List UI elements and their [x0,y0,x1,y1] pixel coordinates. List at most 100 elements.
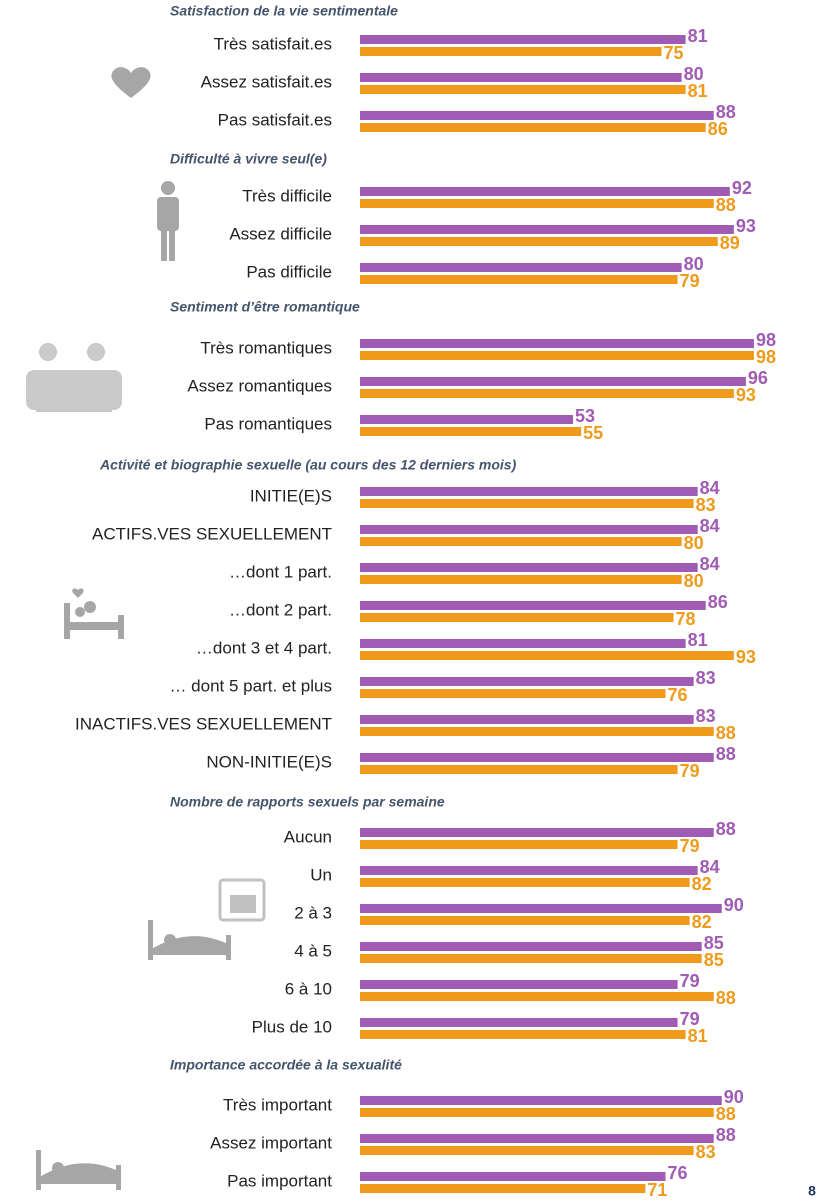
bar [360,689,666,698]
category-label: INITIE(E)S [250,486,332,505]
value-label: 80 [684,64,704,84]
value-label: 92 [732,178,752,198]
category-label: Plus de 10 [252,1017,332,1036]
dinner-icon [26,343,122,412]
value-label: 79 [680,1009,700,1029]
bar [360,187,730,196]
value-label: 81 [688,26,708,46]
sleep-icon [148,920,231,960]
section-title: Importance accordée à la sexualité [170,1057,402,1073]
bar [360,677,694,686]
bar [360,916,690,925]
value-label: 88 [716,1125,736,1145]
page-number: 8 [808,1183,816,1199]
bar [360,1030,686,1039]
bar [360,727,714,736]
category-label: Pas difficile [246,262,332,281]
category-label: Assez important [210,1133,332,1152]
bar [360,415,574,424]
bar [360,377,746,386]
bar [360,563,698,572]
bar [360,1108,714,1117]
value-label: 98 [756,330,776,350]
value-label: 88 [716,102,736,122]
bar [360,866,698,875]
bar [360,904,722,913]
calendar-icon [218,878,266,922]
value-label: 83 [696,668,716,688]
value-label: 90 [724,895,744,915]
bar [360,499,694,508]
bar [360,651,734,660]
bar [360,427,582,436]
category-label: Un [310,865,332,884]
category-label: Pas important [227,1171,332,1190]
value-label: 53 [575,406,595,426]
category-label: ACTIFS.VES SEXUELLEMENT [92,524,332,543]
bar [360,73,682,82]
value-label: 88 [716,1104,736,1124]
category-label: Très important [223,1095,332,1114]
value-label: 83 [696,706,716,726]
value-label: 71 [647,1180,667,1200]
value-label: 76 [668,685,688,705]
bar [360,840,678,849]
bar [360,487,698,496]
bar [360,1096,722,1105]
person-icon [157,181,179,261]
bar [360,601,706,610]
value-label: 85 [704,950,724,970]
value-label: 88 [716,723,736,743]
bar [360,237,718,246]
value-label: 83 [696,1142,716,1162]
category-label: …dont 1 part. [229,562,332,581]
value-label: 88 [716,988,736,1008]
section-title: Activité et biographie sexuelle (au cour… [99,457,517,473]
value-label: 75 [664,43,684,63]
value-label: 82 [692,874,712,894]
value-label: 81 [688,1026,708,1046]
bar [360,389,734,398]
bar [360,942,702,951]
value-label: 78 [676,609,696,629]
value-label: 89 [720,233,740,253]
bar [360,1134,714,1143]
bar [360,339,754,348]
section-title: Nombre de rapports sexuels par semaine [170,794,445,810]
heart-icon [111,67,151,98]
value-label: 55 [583,423,603,443]
section-title: Sentiment d’être romantique [170,299,360,315]
bar [360,1018,678,1027]
bar [360,275,678,284]
bar [360,828,714,837]
value-label: 84 [700,478,720,498]
bar [360,753,714,762]
bar [360,263,682,272]
category-label: Assez difficile [229,224,332,243]
bed-icon [64,588,124,639]
category-label: Assez romantiques [187,376,332,395]
value-label: 93 [736,216,756,236]
bar [360,765,678,774]
bar [360,954,702,963]
category-label: 6 à 10 [285,979,332,998]
value-label: 96 [748,368,768,388]
value-label: 76 [668,1163,688,1183]
category-label: Très difficile [242,186,332,205]
category-label: Aucun [284,827,332,846]
category-label: …dont 2 part. [229,600,332,619]
bar [360,225,734,234]
value-label: 83 [696,495,716,515]
value-label: 84 [700,516,720,536]
value-label: 93 [736,647,756,667]
category-label: Pas satisfait.es [218,110,332,129]
bar [360,980,678,989]
value-label: 88 [716,195,736,215]
value-label: 86 [708,592,728,612]
bar [360,1184,646,1193]
bar [360,35,686,44]
value-label: 86 [708,119,728,139]
bar [360,351,754,360]
value-label: 84 [700,857,720,877]
value-label: 79 [680,971,700,991]
